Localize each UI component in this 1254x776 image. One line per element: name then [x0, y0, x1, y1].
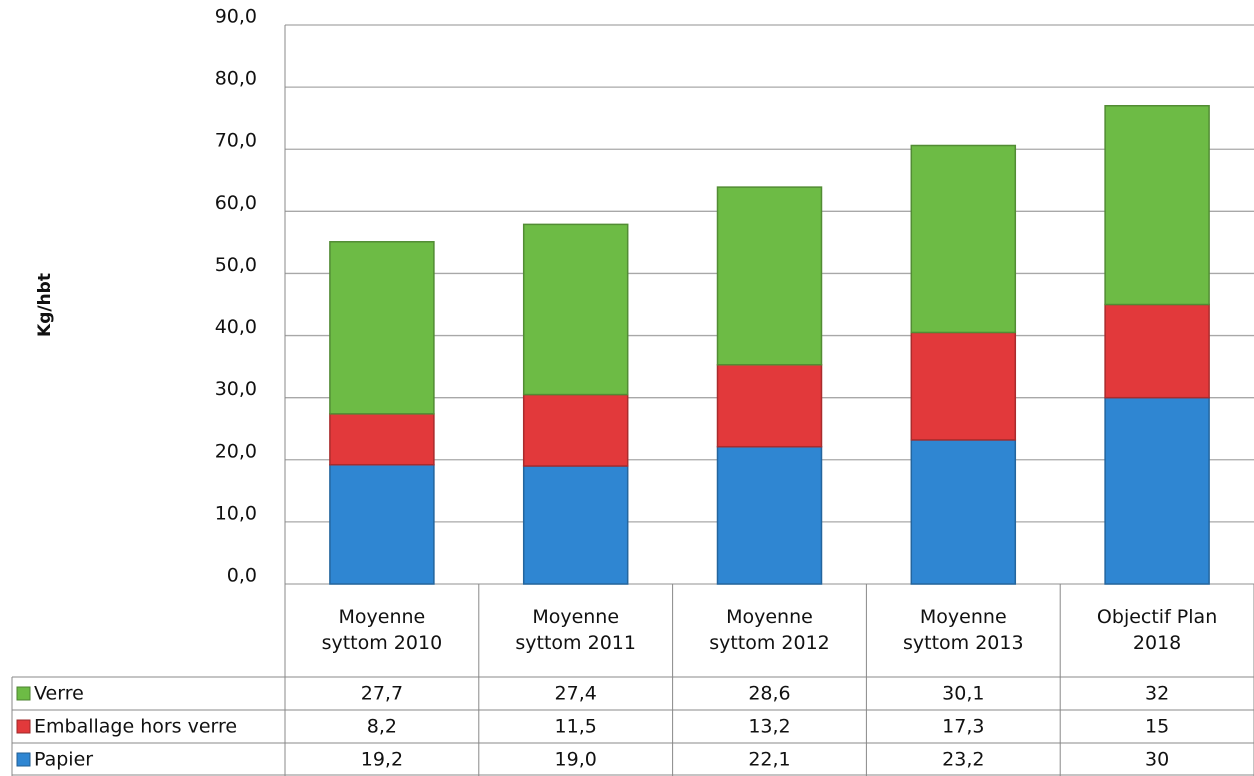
category-text: Moyenne syttom 2012 [709, 606, 830, 654]
y-tick-label: 30,0 [215, 378, 257, 400]
bar-segment [1104, 104, 1210, 306]
bar-segment [329, 463, 435, 585]
value-label: 8,2 [367, 716, 397, 738]
legend-swatch [16, 752, 31, 767]
value-label: 13,2 [748, 716, 790, 738]
value-label: 30 [1145, 749, 1169, 771]
bar-segment [329, 241, 435, 415]
category-text: Objectif Plan 2018 [1096, 606, 1218, 654]
value-label: 11,5 [555, 716, 597, 738]
y-tick-label: 20,0 [215, 440, 257, 462]
bar-segment [329, 413, 435, 466]
value-label: 27,4 [555, 683, 597, 705]
category-label: Objectif Plan 2018 [1060, 586, 1254, 676]
value-label: 22,1 [748, 749, 790, 771]
category-text: Moyenne syttom 2010 [321, 606, 443, 654]
bar-segment [1104, 396, 1210, 585]
y-tick-label: 90,0 [215, 6, 257, 28]
value-label: 32 [1145, 683, 1169, 705]
value-label: 28,6 [748, 683, 790, 705]
legend-swatch [16, 719, 31, 734]
bar-segment [716, 186, 823, 366]
bar-segment [1104, 303, 1210, 399]
legend-swatch [16, 686, 31, 701]
bar-segment [522, 393, 629, 467]
bar-segment [716, 363, 823, 448]
value-label: 27,7 [361, 683, 403, 705]
y-axis-label: Kg/hbt [35, 273, 55, 337]
bar-segment [910, 331, 1017, 441]
bar-segment [522, 223, 629, 396]
bar-segment [522, 465, 629, 585]
legend-label: Verre [34, 683, 84, 705]
category-label: Moyenne syttom 2010 [285, 586, 479, 676]
y-tick-label: 0,0 [227, 565, 257, 587]
y-tick-label: 50,0 [215, 254, 257, 276]
y-tick-label: 60,0 [215, 192, 257, 214]
y-tick-label: 40,0 [215, 316, 257, 338]
value-label: 23,2 [942, 749, 984, 771]
category-text: Moyenne syttom 2013 [902, 606, 1024, 654]
category-label: Moyenne syttom 2012 [673, 586, 867, 676]
legend-label: Emballage hors verre [34, 716, 237, 738]
y-tick-label: 10,0 [215, 502, 257, 524]
category-text: Moyenne syttom 2011 [515, 606, 636, 654]
y-tick-label: 80,0 [215, 68, 257, 90]
value-label: 19,2 [361, 749, 403, 771]
bar-segment [716, 445, 823, 585]
value-label: 19,0 [555, 749, 597, 771]
bar-segment [910, 439, 1017, 585]
category-label: Moyenne syttom 2011 [479, 586, 673, 676]
value-label: 15 [1145, 716, 1169, 738]
legend-label: Papier [34, 749, 93, 771]
value-label: 30,1 [942, 683, 984, 705]
value-label: 17,3 [942, 716, 984, 738]
bar-segment [910, 144, 1017, 334]
y-tick-label: 70,0 [215, 130, 257, 152]
category-label: Moyenne syttom 2013 [866, 586, 1060, 676]
